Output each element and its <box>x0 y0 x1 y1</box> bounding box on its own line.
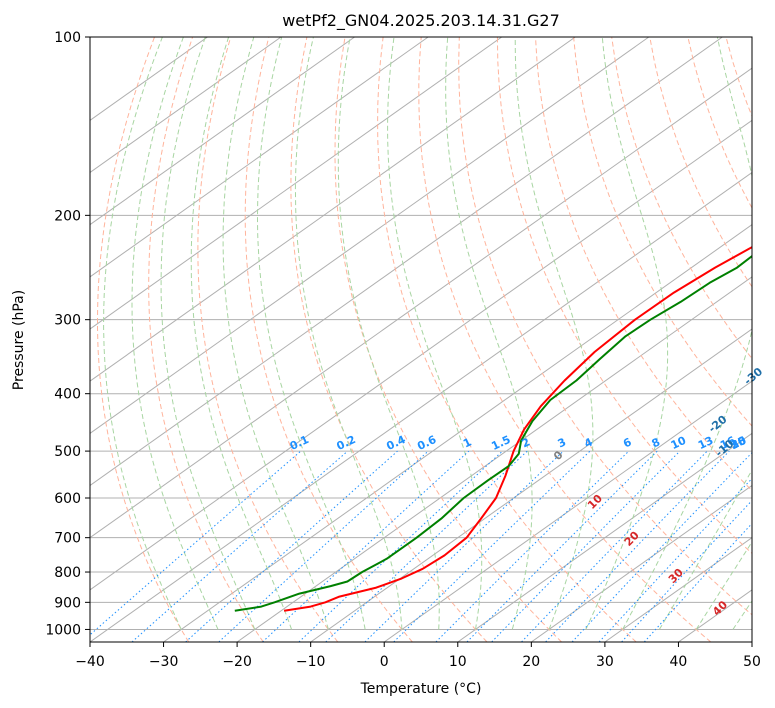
isotherm-line <box>90 37 282 174</box>
dry-adiabat-line <box>418 37 712 642</box>
mixing-ratio-label: 10 <box>669 434 689 452</box>
isotherm-line <box>90 67 752 539</box>
y-tick-label: 200 <box>54 208 81 224</box>
mixing-ratio-line <box>643 522 752 642</box>
y-tick-label: 1000 <box>45 622 81 638</box>
isotherm-line <box>90 37 650 434</box>
dry-adiabat-line <box>97 37 190 642</box>
moist-adiabat-line <box>131 37 219 630</box>
y-tick-label: 600 <box>54 491 81 507</box>
dry-adiabat-line <box>458 37 752 616</box>
mixing-ratio-line <box>545 450 730 642</box>
moist-adiabat-line <box>160 37 256 630</box>
dry-adiabat-line <box>496 37 752 555</box>
x-tick-label: −40 <box>75 654 105 670</box>
y-tick-label: 900 <box>54 595 81 611</box>
dewpoint-profile-line <box>234 254 752 612</box>
moist-adiabat-line <box>190 37 293 630</box>
mixing-ratio-label: 20 <box>729 434 749 452</box>
profile-lines <box>234 246 752 612</box>
x-axis-label: Temperature (°C) <box>360 681 482 697</box>
mixing-ratio-line <box>571 451 752 642</box>
mixing-ratio-line <box>185 450 398 642</box>
mixing-ratio-line <box>466 450 658 642</box>
mixing-ratio-line <box>491 450 681 642</box>
moist-adiabat-line <box>514 37 594 630</box>
dry-adiabat-line <box>377 37 637 642</box>
moist-adiabat-line <box>387 37 483 630</box>
isotherm-line <box>90 37 723 487</box>
y-tick-label: 100 <box>54 30 81 46</box>
moist-adiabat-line <box>695 540 752 630</box>
mixing-ratio-line <box>364 450 564 642</box>
x-tick-label: −20 <box>222 654 252 670</box>
dry-adiabat-line <box>334 37 562 642</box>
y-tick-label: 800 <box>54 565 81 581</box>
y-tick-label: 400 <box>54 387 81 403</box>
mixing-ratio-label: 25 <box>729 434 748 452</box>
plot-frame <box>89 36 753 643</box>
mixing-ratio-label: 36 <box>729 434 749 452</box>
dry-adiabat-line <box>573 37 752 427</box>
dry-adiabat-line <box>611 37 752 360</box>
isotherm-line <box>236 276 752 642</box>
dry-adiabat-line <box>148 37 264 642</box>
x-tick-label: 50 <box>743 654 761 670</box>
isotherm-line <box>163 224 752 642</box>
x-tick-label: 0 <box>380 654 389 670</box>
dry-adiabat-line <box>290 37 488 642</box>
x-tick-label: 10 <box>449 654 467 670</box>
y-tick-label: 700 <box>54 531 81 547</box>
isotherm-line <box>90 171 752 642</box>
mixing-ratio-line <box>435 450 630 642</box>
isotherm-line <box>90 119 752 591</box>
dry-adiabat-line <box>197 37 339 642</box>
isotherm-line <box>90 37 429 278</box>
x-tick-label: 20 <box>522 654 540 670</box>
moist-adiabat-line <box>222 37 329 630</box>
background-lines <box>90 37 752 642</box>
moist-adiabat-line <box>337 37 440 630</box>
moist-adiabat-line <box>103 37 182 630</box>
x-tick-label: 30 <box>596 654 614 670</box>
line-labels: 0.10.20.40.611.52346810131620253036-100-… <box>288 365 766 619</box>
y-axis-ticks: 100 200 300 400 500 600 700 800 900 1000 <box>45 30 90 638</box>
dry-adiabat-line <box>244 37 413 642</box>
mixing-ratio-label: 30 <box>729 434 749 452</box>
isotherm-line <box>457 432 752 642</box>
mixing-ratio-label: 13 <box>696 434 715 452</box>
x-tick-label: 40 <box>669 654 687 670</box>
moist-adiabat-line <box>445 37 533 630</box>
isotherm-line <box>90 37 355 226</box>
mixing-ratio-line <box>262 450 470 642</box>
y-tick-label: 300 <box>54 313 81 329</box>
isotherm-line <box>310 328 752 642</box>
x-tick-label: −10 <box>296 654 326 670</box>
isotherm-line <box>531 484 752 642</box>
isotherm-line <box>604 537 752 642</box>
y-tick-label: 500 <box>54 444 81 460</box>
moist-adiabat-line <box>257 37 366 630</box>
temperature-profile-line <box>283 246 752 612</box>
isotherm-line <box>90 37 576 382</box>
mixing-ratio-line <box>325 450 528 642</box>
x-axis-ticks: −40 −30 −20 −10 0 10 20 30 40 50 <box>75 642 761 670</box>
chart-title: wetPf2_GN04.2025.203.14.31.G27 <box>282 11 560 31</box>
isotherm-line <box>383 380 752 642</box>
y-axis-label: Pressure (hPa) <box>11 290 27 390</box>
mixing-ratio-label: 16 <box>718 434 738 452</box>
moist-adiabat-line <box>585 37 669 630</box>
moist-adiabat-line <box>294 37 403 630</box>
mixing-ratio-line <box>521 450 708 642</box>
x-tick-label: −30 <box>149 654 179 670</box>
moist-adiabat-line <box>622 37 752 630</box>
isotherm-line <box>90 37 503 330</box>
mixing-ratio-line <box>90 450 302 636</box>
moist-adiabat-line <box>658 469 752 630</box>
dry-adiabat-line <box>535 37 752 492</box>
